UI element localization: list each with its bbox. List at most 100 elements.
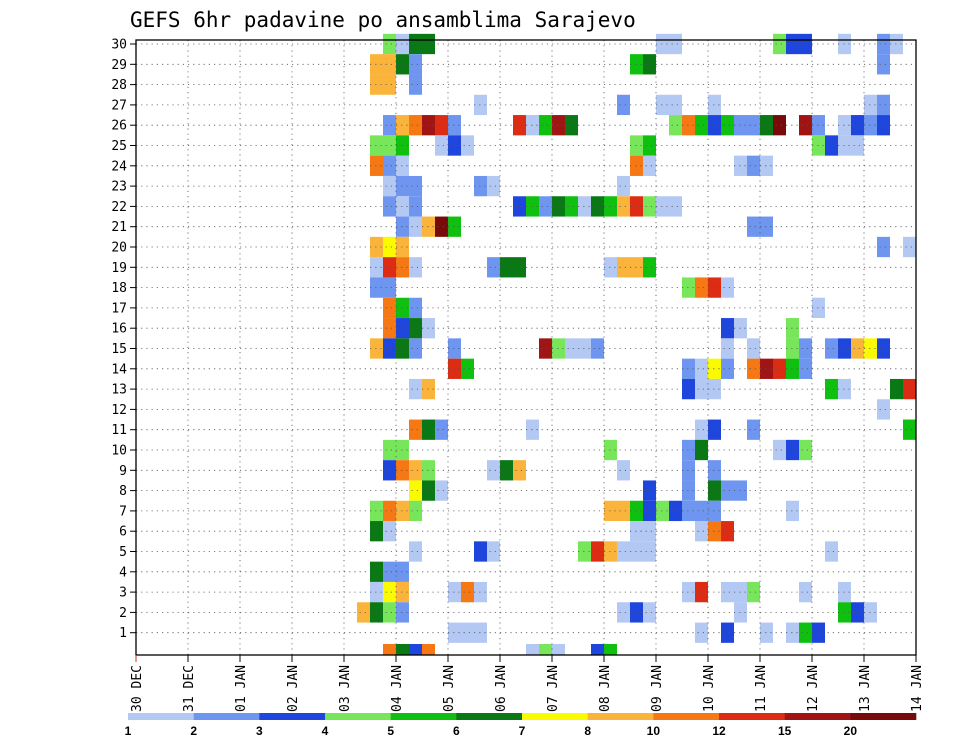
y-tick-label: 8 [119,484,127,499]
heatmap-cell [539,644,552,655]
heatmap-cell [747,155,760,176]
x-tick-label: 01 JAN [234,665,249,712]
heatmap-cell [682,480,695,501]
heatmap-cell [396,581,409,603]
heatmap-cell [747,216,760,237]
legend-label: 8 [584,724,591,738]
plot-frame [135,39,917,656]
x-tick-label: 10 JAN [702,665,717,712]
heatmap-cell [903,236,916,258]
y-tick-label: 21 [111,220,127,235]
legend-swatch [587,713,654,720]
heatmap-cell [409,541,422,562]
heatmap-cell [695,419,708,440]
heatmap-cell [669,500,682,522]
heatmap-cell [370,561,383,582]
y-tick-label: 2 [119,606,127,621]
legend-label: 7 [519,724,526,738]
y-tick-label: 11 [111,423,127,438]
heatmap-cell [721,581,734,603]
heatmap-cell [409,644,422,655]
heatmap-cell [721,480,734,501]
legend-label: 20 [844,724,858,738]
heatmap-cell [695,277,708,298]
legend-label: 1 [125,724,132,738]
heatmap-cell [487,541,500,562]
y-tick-label: 22 [111,200,127,215]
legend-label: 6 [453,724,460,738]
x-tick-label: 13 JAN [858,665,873,712]
y-tick-label: 7 [119,504,127,519]
heatmap-cell [396,439,409,461]
x-tick-label: 31 DEC [182,665,197,712]
heatmap-cell [734,480,747,501]
heatmap-cell [357,602,370,623]
heatmap-cell [838,378,851,400]
heatmap-cell [383,115,396,136]
heatmap-cell [643,541,656,562]
heatmap-cell [383,277,396,298]
heatmap-cell [409,33,422,55]
heatmap-cell [643,196,656,217]
heatmap-cell [409,115,422,136]
heatmap-cell [643,54,656,75]
heatmap-cell [838,33,851,55]
heatmap-cell [786,318,799,339]
heatmap-cell [396,54,409,75]
heatmap-cell [864,338,877,359]
heatmap-cell [409,419,422,440]
heatmap-cell [539,196,552,217]
legend-label: 5 [387,724,394,738]
y-tick-label: 5 [119,545,127,560]
heatmap-cell [539,115,552,136]
y-axis: 1234567891011121314151617181920212223242… [111,38,136,641]
heatmap-cell [591,196,604,217]
heatmap-cell [578,541,591,562]
x-tick-label: 12 JAN [806,665,821,712]
heatmap-cell [409,338,422,359]
heatmap-cells [357,33,916,655]
heatmap-cell [630,521,643,542]
heatmap-cell [409,318,422,339]
legend-swatch [719,713,785,720]
heatmap-cell [383,561,396,582]
heatmap-cell [682,439,695,461]
heatmap-cell [695,521,708,542]
x-tick-label: 03 JAN [338,665,353,712]
y-tick-label: 27 [111,98,127,113]
heatmap-cell [773,33,786,55]
heatmap-cell [890,33,903,55]
heatmap-cell [747,338,760,359]
heatmap-cell [435,135,448,156]
heatmap-cell [708,115,721,136]
heatmap-cell [760,155,773,176]
y-tick-label: 1 [119,626,127,641]
y-tick-label: 25 [111,139,127,154]
heatmap-cell [799,33,812,55]
legend-label: 10 [647,724,661,738]
heatmap-cell [617,460,630,481]
y-tick-label: 4 [119,565,127,580]
heatmap-cell [721,521,734,542]
heatmap-cell [422,33,435,55]
heatmap-cell [864,94,877,116]
chart-title: GEFS 6hr padavine po ansamblima Sarajevo [130,8,636,32]
legend-swatch [522,713,588,720]
heatmap-cell [500,257,513,278]
heatmap-cell [786,33,799,55]
y-tick-label: 13 [111,383,127,398]
heatmap-cell [617,196,630,217]
heatmap-cell [630,602,643,623]
heatmap-cell [838,115,851,136]
y-tick-label: 16 [111,322,127,337]
x-tick-label: 11 JAN [754,665,769,712]
heatmap-cell [565,115,578,136]
heatmap-cell [383,155,396,176]
heatmap-cell [474,94,487,116]
heatmap-cell [604,541,617,562]
heatmap-cell [630,155,643,176]
heatmap-cell [851,115,864,136]
heatmap-cell [513,196,526,217]
legend-label: 3 [256,724,263,738]
